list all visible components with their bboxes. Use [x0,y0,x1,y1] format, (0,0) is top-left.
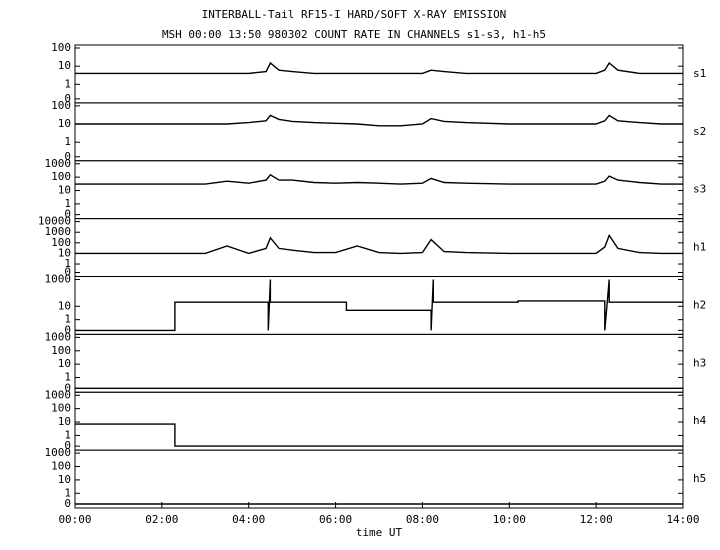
y-tick-label: 1 [64,486,71,499]
panel-frame [74,391,684,451]
y-tick-label: 10 [58,415,71,428]
y-tick-label: 1000 [45,225,72,238]
y-tick-label: 0 [64,266,71,279]
x-tick-label: 14:00 [666,513,699,526]
y-tick-label: 100 [51,170,71,183]
y-tick-label: 0 [64,150,71,163]
y-tick-label: 10 [58,59,71,72]
y-tick-label: 1000 [45,273,72,286]
y-tick-label: 1000 [45,446,72,459]
trace [75,279,683,332]
panel-frame [74,102,684,162]
y-tick-label: 1 [64,77,71,90]
trace [75,61,683,75]
y-tick-label: 0 [64,439,71,452]
y-tick-label: 1 [64,257,71,270]
trace [75,173,683,185]
y-tick-label: 1 [64,135,71,148]
panel-frame [74,333,684,393]
trace [75,233,683,255]
y-tick-label: 1000 [45,330,72,343]
chart-title: INTERBALL-Tail RF15-I HARD/SOFT X-RAY EM… [202,8,507,21]
trace [75,114,683,127]
y-tick-label: 10 [58,357,71,370]
y-tick-label: 100 [51,460,71,473]
panel-label: s3 [693,183,706,196]
y-tick-label: 0 [64,208,71,221]
panel-label: s1 [693,67,706,80]
y-tick-label: 100 [51,236,71,249]
y-tick-label: 1 [64,197,71,210]
y-tick-label: 100 [51,99,71,112]
y-tick-label: 0 [64,381,71,394]
y-tick-label: 1 [64,371,71,384]
y-tick-label: 0 [64,323,71,336]
panel-frame [74,218,684,277]
panel-label: s2 [693,125,706,138]
x-tick-label: 06:00 [319,513,352,526]
x-tick-label: 00:00 [58,513,91,526]
y-tick-label: 1 [64,428,71,441]
y-tick-label: 10 [58,299,71,312]
panel-label: h4 [693,414,707,427]
x-tick-label: 08:00 [406,513,439,526]
y-tick-label: 10 [58,246,71,259]
chart-subtitle: MSH 00:00 13:50 980302 COUNT RATE IN CHA… [162,28,546,41]
x-tick-label: 04:00 [232,513,265,526]
x-tick-label: 12:00 [580,513,613,526]
y-tick-label: 100 [51,41,71,54]
x-tick-label: 02:00 [145,513,178,526]
y-tick-label: 10 [58,473,71,486]
y-tick-label: 100 [51,402,71,415]
y-tick-label: 1000 [45,157,72,170]
x-axis-label: time UT [356,526,403,539]
y-tick-label: 1000 [45,388,72,401]
panel-frame [74,160,684,220]
y-tick-label: 0 [64,92,71,105]
panel-frame [74,449,684,509]
y-tick-label: 10 [58,117,71,130]
x-tick-label: 10:00 [493,513,526,526]
y-tick-label: 10 [58,184,71,197]
panel-label: h1 [693,241,706,254]
panel-label: h3 [693,356,706,369]
y-tick-label: 100 [51,344,71,357]
y-tick-label: 1 [64,313,71,326]
trace [75,423,683,447]
panel-label: h2 [693,298,706,311]
y-tick-label: 10000 [38,215,71,228]
panel-label: h5 [693,472,706,485]
panel-frame [74,276,684,335]
y-tick-label: 0 [64,497,71,510]
